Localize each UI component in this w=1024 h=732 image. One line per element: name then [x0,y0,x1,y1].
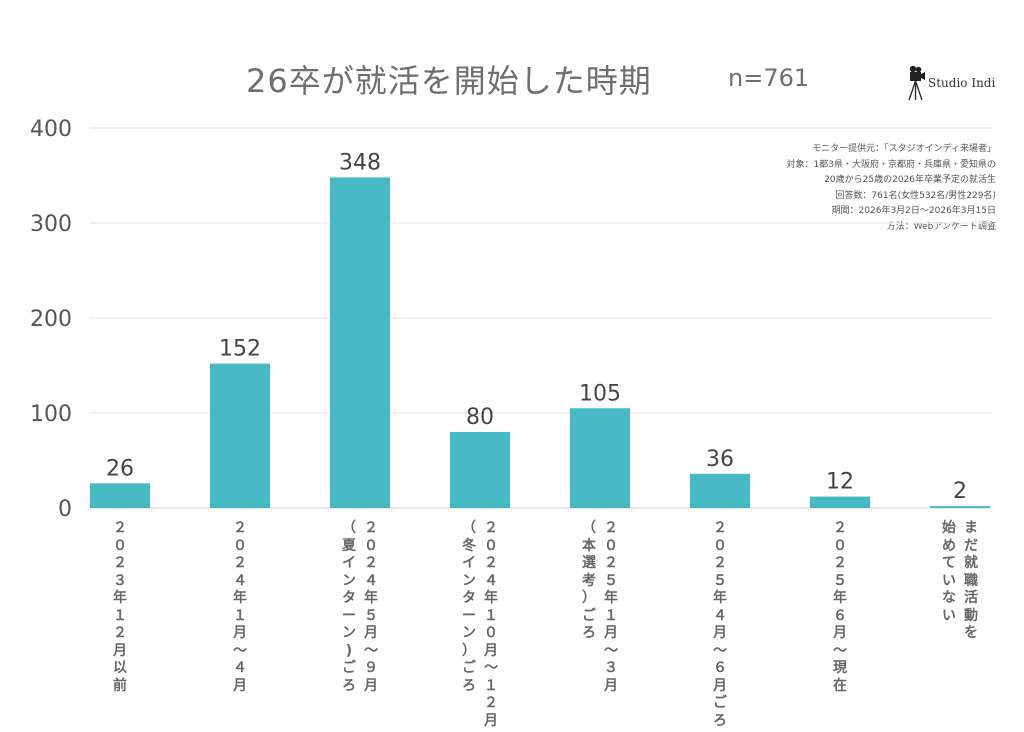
logo-text: Studio Indi [928,76,996,90]
x-tick-label-column: まだ就職活動を [964,520,978,641]
bar [810,496,870,508]
data-label: 26 [106,456,134,481]
x-tick-label-column: ２ ０ ２ ４ 年 １ 月〜 ４ 月 [233,520,247,694]
x-tick-label-column: ２ ０ ２ ５ 年 ６ 月〜現在 [833,520,847,694]
data-label: 348 [339,150,381,175]
x-tick-label-column: （本選考）ごろ [582,520,596,641]
y-tick-label: 0 [58,497,72,522]
x-tick-label-column: ２ ０ ２ ４ 年 １ ０ 月〜 １ ２ 月 [484,520,498,729]
film-camera-tripod-icon [908,65,925,101]
note-line: 方法：Webアンケート調査 [886,221,996,232]
bar [330,177,390,508]
x-tick-label-column: ２ ０ ２ ４ 年 ５ 月〜 ９ 月 [364,520,378,694]
bar [450,432,510,508]
data-label: 105 [579,381,621,406]
bar [570,408,630,508]
note-line: 20歳から25歳の2026年卒業予定の就活生 [824,175,996,186]
bar [90,483,150,508]
x-tick-label-column: ２ ０ ２ ５ 年 ４ 月〜 ６ 月ごろ [713,520,727,729]
bar [930,506,990,508]
note-line: 期間：2026年3月2日〜2026年3月15日 [831,206,996,217]
data-label: 36 [706,447,734,472]
y-tick-label: 100 [30,402,72,427]
y-tick-label: 300 [30,212,72,237]
data-label: 12 [826,470,854,495]
chart-title: 26卒が就活を開始した時期 [246,62,652,100]
note-line: 対象：1都3県・大阪府・京都府・兵庫県・愛知県の [786,159,996,170]
y-tick-label: 400 [30,117,72,142]
y-tick-label: 200 [30,307,72,332]
data-label: 80 [466,405,494,430]
x-tick-label-column: （冬インターン）ごろ [462,520,476,694]
x-tick-label-column: ２ ０ ２ ５ 年 １ 月〜 ３ 月 [604,520,618,694]
data-label: 152 [219,337,261,362]
x-tick-label-column: （夏インターン) ごろ [342,520,356,694]
note-line: 回答数：761名(女性532名/男性229名) [835,190,996,201]
sample-size: n=761 [728,64,810,92]
bar [690,473,750,508]
data-label: 2 [953,479,967,504]
bar [210,363,270,508]
x-tick-label-column: 始めていない [942,520,956,624]
note-line: モニター提供元：「スタジオインディ来場者」 [812,144,996,154]
survey-notes: モニター提供元：「スタジオインディ来場者」 対象：1都3県・大阪府・京都府・兵庫… [787,142,996,236]
